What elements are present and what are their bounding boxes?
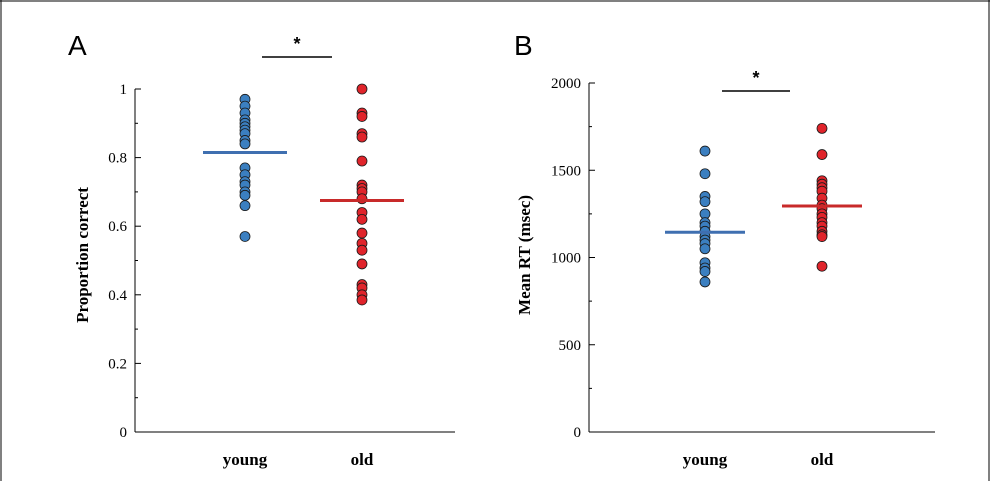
panel-a-y-tick-label: 0.4 — [108, 288, 127, 304]
panel-a-point-young — [239, 200, 251, 212]
panel-b-point-old — [816, 122, 828, 134]
panel-a-point-young — [239, 138, 251, 150]
panel-b-letter: B — [514, 30, 533, 61]
panel-b-point-old — [816, 231, 828, 242]
panel-a-point-old — [356, 131, 368, 143]
panel-b-point-young — [699, 145, 711, 157]
panel-a: A Proportion correct 0 0.2 0.4 0.6 0.8 1 young… — [68, 30, 455, 469]
panel-a-point-old — [356, 111, 368, 122]
panel-a-point-old — [356, 258, 368, 270]
panel-a-y-tick-label: 0.8 — [108, 151, 127, 167]
panel-a-y-tick-label: 0 — [120, 425, 128, 441]
panel-a-y-tick-label: 0.6 — [108, 219, 127, 235]
panel-a-point-old — [356, 294, 368, 306]
panel-b: B Mean RT (msec) 0 500 1000 1500 2000 young ol… — [514, 30, 935, 469]
panel-b-category-label-young: young — [683, 450, 728, 469]
panel-b-point-young — [699, 168, 711, 180]
panel-b-y-tick-label: 2000 — [551, 76, 581, 92]
panel-b-y-tick-label: 0 — [574, 425, 582, 441]
panel-a-point-old — [356, 244, 368, 256]
panel-b-point-young — [699, 266, 711, 277]
panel-a-point-young — [239, 189, 251, 201]
panel-a-point-old — [356, 213, 368, 225]
panel-b-point-young — [699, 276, 711, 288]
panel-a-plot: 0 0.2 0.4 0.6 0.8 1 young old * — [108, 34, 455, 469]
panel-b-point-old — [816, 149, 828, 160]
panel-b-category-label-old: old — [811, 450, 834, 469]
panel-a-point-old — [356, 155, 368, 167]
panel-a-point-old — [356, 193, 368, 205]
panel-b-y-tick-label: 1500 — [551, 163, 581, 179]
panel-a-significance-star: * — [293, 34, 300, 54]
panel-a-y-tick-label: 1 — [120, 82, 128, 98]
panel-a-point-old — [356, 83, 368, 95]
panel-b-ylabel: Mean RT (msec) — [515, 195, 534, 315]
panel-b-point-old — [816, 260, 828, 272]
panel-a-y-tick-label: 0.2 — [108, 356, 127, 372]
panel-b-plot: 0 500 1000 1500 2000 young old * — [551, 68, 935, 469]
panel-a-point-young — [239, 231, 251, 242]
panel-b-y-tick-label: 1000 — [551, 251, 581, 267]
panel-a-category-label-old: old — [351, 450, 374, 469]
panel-b-significance-star: * — [752, 68, 759, 88]
panel-b-point-young — [699, 196, 711, 208]
panel-b-y-tick-label: 500 — [559, 338, 582, 354]
panel-a-point-old — [356, 227, 368, 239]
panel-a-letter: A — [68, 30, 87, 61]
panel-a-category-label-young: young — [223, 450, 268, 469]
panel-b-point-young — [699, 243, 711, 255]
panel-a-ylabel: Proportion correct — [73, 187, 92, 323]
